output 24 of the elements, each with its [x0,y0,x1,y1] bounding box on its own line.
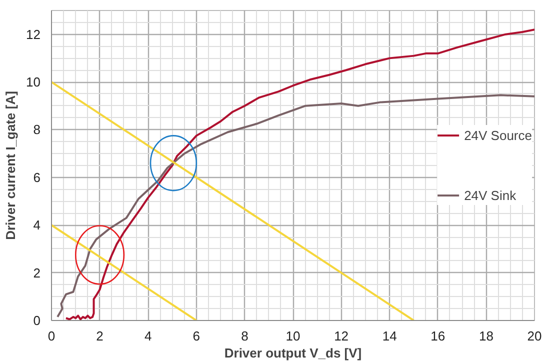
x-tick-label: 8 [241,328,248,344]
x-tick-label: 6 [192,328,200,344]
y-tick-label: 2 [33,265,41,280]
x-tick-label: 16 [430,328,446,344]
y-tick-label: 6 [33,170,41,185]
y-tick-label: 0 [33,313,41,328]
y-tick-label: 12 [26,26,41,42]
y-tick-label: 8 [33,122,41,138]
x-tick-label: 18 [478,328,494,344]
x-tick-label: 20 [527,328,542,344]
x-tick-label: 12 [334,328,349,344]
y-tick-label: 4 [33,218,41,233]
x-axis-title: Driver output V_ds [V] [224,346,362,360]
x-tick-label: 4 [144,328,152,344]
x-tick-label: 0 [48,328,56,344]
line-series [64,28,534,320]
y-axis-title: Driver current I_gate [A] [3,91,18,240]
y-tick-label: 10 [26,74,41,90]
x-tick-label: 14 [382,328,397,344]
line-series [56,94,534,318]
x-tick-label: 10 [286,328,300,344]
legend-label: 24V Sink [464,188,516,202]
x-tick-label: 2 [96,328,104,344]
legend-label: 24V Source [464,128,532,142]
